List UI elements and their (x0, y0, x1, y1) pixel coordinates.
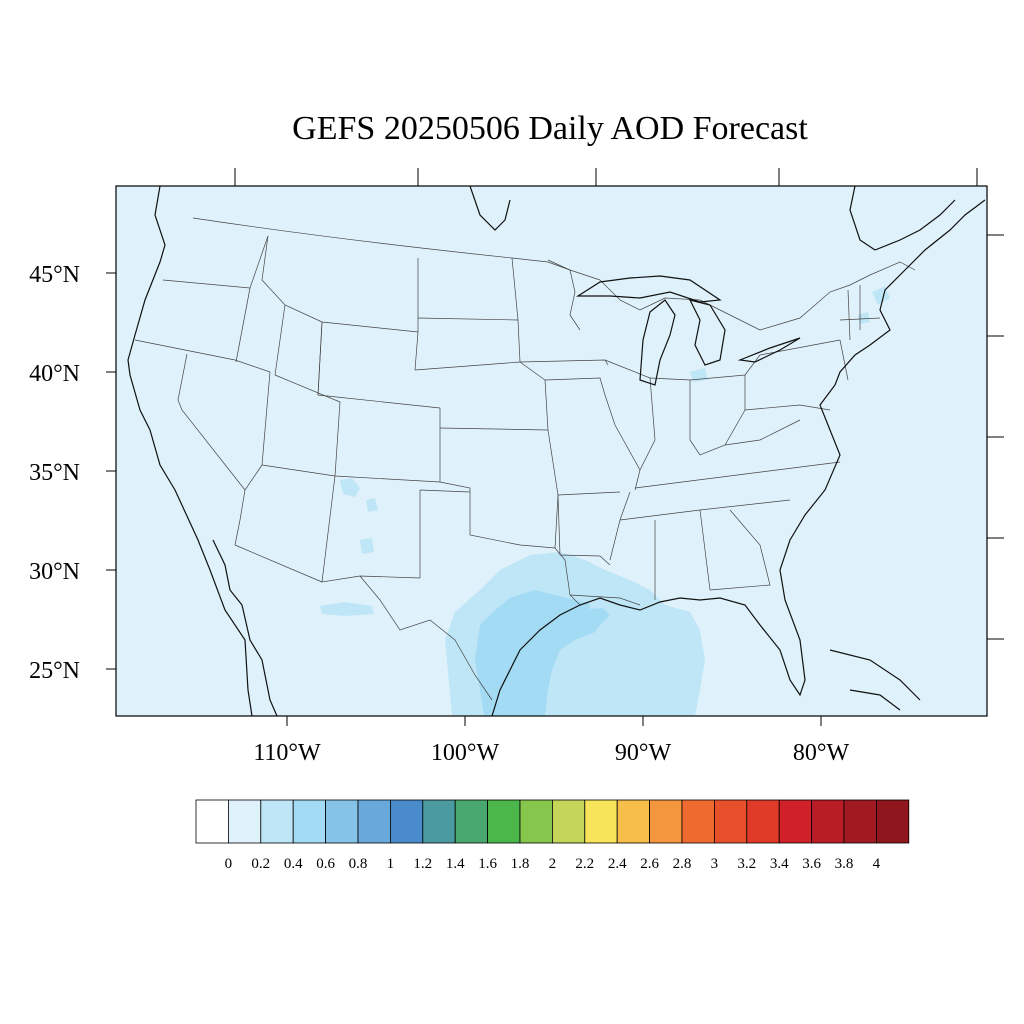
aod-region-new-mexico-patch (340, 478, 360, 497)
colorbar-swatch (389, 799, 424, 844)
colorbar-swatch (843, 799, 877, 844)
lat-label-30: 30°N (29, 559, 80, 585)
colorbar-swatch (487, 799, 521, 844)
aod-field (320, 286, 890, 716)
colorbar-swatch (616, 799, 651, 844)
colorbar-swatch (714, 799, 748, 844)
colorbar-label: 3 (711, 856, 719, 872)
colorbar-swatch (357, 799, 391, 844)
colorbar-swatch (292, 799, 327, 844)
colorbar-label: 1 (387, 856, 395, 872)
colorbar-label: 3.6 (802, 856, 821, 872)
aod-region-northeast-patch (858, 312, 870, 324)
colorbar-label: 2.8 (673, 856, 692, 872)
aod-region-gulf-east-patch (588, 596, 603, 609)
colorbar-swatch (778, 799, 813, 844)
colorbar-label: 0.2 (251, 856, 270, 872)
lat-label-35: 35°N (29, 460, 80, 486)
colorbar-label: 0.8 (349, 856, 368, 872)
colorbar-label: 3.4 (770, 856, 789, 872)
aod-region-new-mexico-patch (366, 498, 378, 512)
aod-region-northeast-patch (872, 286, 890, 305)
colorbar-swatch (195, 799, 229, 844)
coastlines (127, 186, 986, 716)
colorbar-label: 1.8 (511, 856, 530, 872)
latitude-labels: 45°N 40°N 35°N 30°N 25°N (29, 262, 80, 684)
colorbar-swatch (325, 799, 359, 844)
aod-region-texas-coast-plume (475, 590, 610, 716)
lat-label-45: 45°N (29, 262, 80, 288)
colorbar-swatch (746, 799, 780, 844)
colorbar: 0 0.2 0.4 0.6 0.8 1 1.2 1.4 1.6 1.8 2 2.2 2.4 2.6 2.8 3… (195, 799, 910, 872)
colorbar-label: 1.4 (446, 856, 465, 872)
colorbar-label: 2.2 (575, 856, 594, 872)
colorbar-swatch (584, 799, 618, 844)
longitude-labels: 110°W 100°W 90°W 80°W (253, 740, 849, 766)
colorbar-label: 4 (873, 856, 881, 872)
aod-region-chihuahua-patch (320, 602, 374, 616)
lon-label-100w: 100°W (431, 740, 500, 766)
axis-ticks (106, 168, 1004, 726)
lon-label-110w: 110°W (253, 740, 321, 766)
colorbar-label: 1.2 (413, 856, 432, 872)
lat-label-25: 25°N (29, 658, 80, 684)
colorbar-swatch (811, 799, 845, 844)
colorbar-label: 2.4 (608, 856, 627, 872)
colorbar-label: 3.2 (737, 856, 756, 872)
colorbar-swatch (876, 799, 910, 844)
colorbar-label: 0 (225, 856, 233, 872)
map-title: GEFS 20250506 Daily AOD Forecast (292, 110, 808, 147)
colorbar-swatch (260, 799, 294, 844)
colorbar-label: 2.6 (640, 856, 659, 872)
lon-label-80w: 80°W (793, 740, 850, 766)
colorbar-label: 2 (549, 856, 557, 872)
colorbar-label: 0.6 (316, 856, 335, 872)
colorbar-label: 0.4 (284, 856, 303, 872)
map-content (127, 186, 986, 716)
aod-region-new-mexico-patch (360, 538, 374, 554)
colorbar-swatch (681, 799, 715, 844)
lon-label-90w: 90°W (615, 740, 672, 766)
lat-label-40: 40°N (29, 361, 80, 387)
colorbar-swatch (552, 799, 586, 844)
state-boundaries (134, 217, 916, 701)
colorbar-swatch (649, 799, 683, 844)
colorbar-swatch (227, 799, 262, 844)
colorbar-label: 3.8 (835, 856, 854, 872)
plot-frame (115, 185, 988, 717)
colorbar-label: 1.6 (478, 856, 497, 872)
colorbar-swatch (422, 799, 456, 844)
colorbar-swatch (454, 799, 489, 844)
colorbar-swatch (519, 799, 553, 844)
